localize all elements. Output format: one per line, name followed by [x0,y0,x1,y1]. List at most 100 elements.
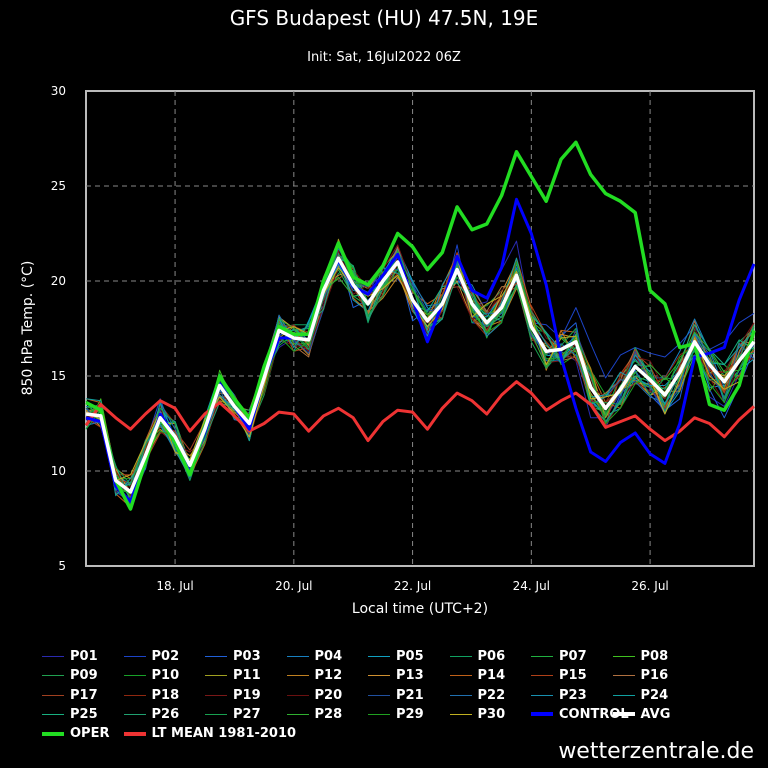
legend-swatch [286,656,309,657]
legend-item-p12: P12 [286,667,343,685]
legend-label: P15 [559,668,587,684]
y-tick-label: 25 [51,179,66,193]
legend-label: P11 [233,668,261,684]
x-tick-label: 24. Jul [513,579,550,593]
legend-item-p22: P22 [449,687,506,705]
legend-label: P04 [314,649,343,664]
legend-swatch [449,713,472,715]
x-tick-label: 18. Jul [156,579,193,593]
legend-swatch [368,713,390,715]
legend-item-p09: P09 [42,667,98,685]
legend-swatch [286,713,309,715]
legend-label: P24 [640,687,669,703]
legend-item-p26: P26 [123,706,180,724]
x-tick-label: 22. Jul [394,579,431,593]
legend-item-avg: AVG [612,706,670,724]
legend-label: P17 [70,687,98,703]
legend-swatch [205,713,227,715]
chart-subtitle: Init: Sat, 16Jul2022 06Z [307,50,461,65]
series-line-avg [85,256,756,494]
legend-label: P13 [396,668,424,684]
legend-swatch [368,656,390,657]
legend-label: LT MEAN 1981-2010 [151,726,297,742]
legend-label: P05 [396,649,424,664]
legend-swatch [531,675,553,677]
legend-swatch [368,675,390,677]
legend-item-p14: P14 [449,667,506,685]
legend-item-p07: P07 [531,648,587,666]
legend-item-p29: P29 [368,706,424,724]
legend-swatch [42,713,64,715]
legend-item-p27: P27 [205,706,261,724]
legend-label: P02 [151,649,180,664]
series-line-oper [85,140,756,511]
legend-item-p19: P19 [205,687,261,705]
legend-item-p01: P01 [42,648,98,666]
legend-item-p30: P30 [449,706,506,724]
legend-swatch [205,694,227,696]
y-tick-label: 20 [51,274,66,288]
legend-label: P07 [559,649,587,664]
legend-swatch [449,656,472,657]
legend-label: P06 [477,649,506,664]
legend-item-p25: P25 [42,706,98,724]
legend-swatch [612,694,635,696]
x-tick-label: 20. Jul [275,579,312,593]
legend-item-control: CONTROL [531,706,629,724]
legend-label: P08 [640,649,669,664]
legend-swatch [368,694,390,696]
legend-label: P21 [396,687,424,703]
legend-swatch [42,675,64,677]
x-axis-label: Local time (UTC+2) [351,601,489,617]
x-tick-label: 26. Jul [631,579,668,593]
legend-label: P01 [70,649,98,664]
legend-label: P22 [477,687,506,703]
legend-label: CONTROL [559,706,629,722]
series-line-lt-mean [84,380,756,443]
legend-swatch [612,675,635,677]
legend-item-p04: P04 [286,648,343,666]
y-tick-label: 15 [51,369,66,383]
legend-item-p23: P23 [531,687,587,705]
legend-item-p17: P17 [42,687,98,705]
legend-item-p06: P06 [449,648,506,666]
legend-swatch [123,675,146,677]
legend-label: P30 [477,706,506,722]
legend-label: P14 [477,668,506,684]
legend-label: P16 [640,668,669,684]
legend-swatch [42,731,64,736]
legend-item-p11: P11 [205,667,261,685]
legend-swatch [205,675,227,677]
legend-swatch [123,713,146,715]
legend-label: P23 [559,687,587,703]
y-tick-label: 30 [51,84,66,98]
legend-label: P20 [314,687,343,703]
legend-swatch [123,694,146,696]
legend-swatch [531,656,553,657]
legend-swatch [42,694,64,696]
legend-label: OPER [70,726,110,742]
legend-item-p02: P02 [123,648,180,666]
legend-item-p21: P21 [368,687,424,705]
legend-item-p05: P05 [368,648,424,666]
legend-label: P18 [151,687,180,703]
legend-swatch [42,656,64,657]
plot-frame [85,90,755,567]
watermark: wetterzentrale.de [558,739,754,764]
legend-item-lt-mean-1981-2010: LT MEAN 1981-2010 [123,725,297,743]
legend-label: P26 [151,706,180,722]
legend-swatch [531,694,553,696]
legend-label: P25 [70,706,98,722]
legend-label: P03 [233,649,261,664]
legend-label: P10 [151,668,180,684]
legend-item-p10: P10 [123,667,180,685]
legend-swatch [612,712,635,717]
legend-swatch [531,712,553,717]
legend-item-p18: P18 [123,687,180,705]
legend-label: P27 [233,706,261,722]
legend-label: P12 [314,668,343,684]
legend-item-p24: P24 [612,687,669,705]
legend-swatch [449,675,472,677]
y-axis-label: 850 hPa Temp. (°C) [20,260,36,396]
legend-item-p16: P16 [612,667,669,685]
